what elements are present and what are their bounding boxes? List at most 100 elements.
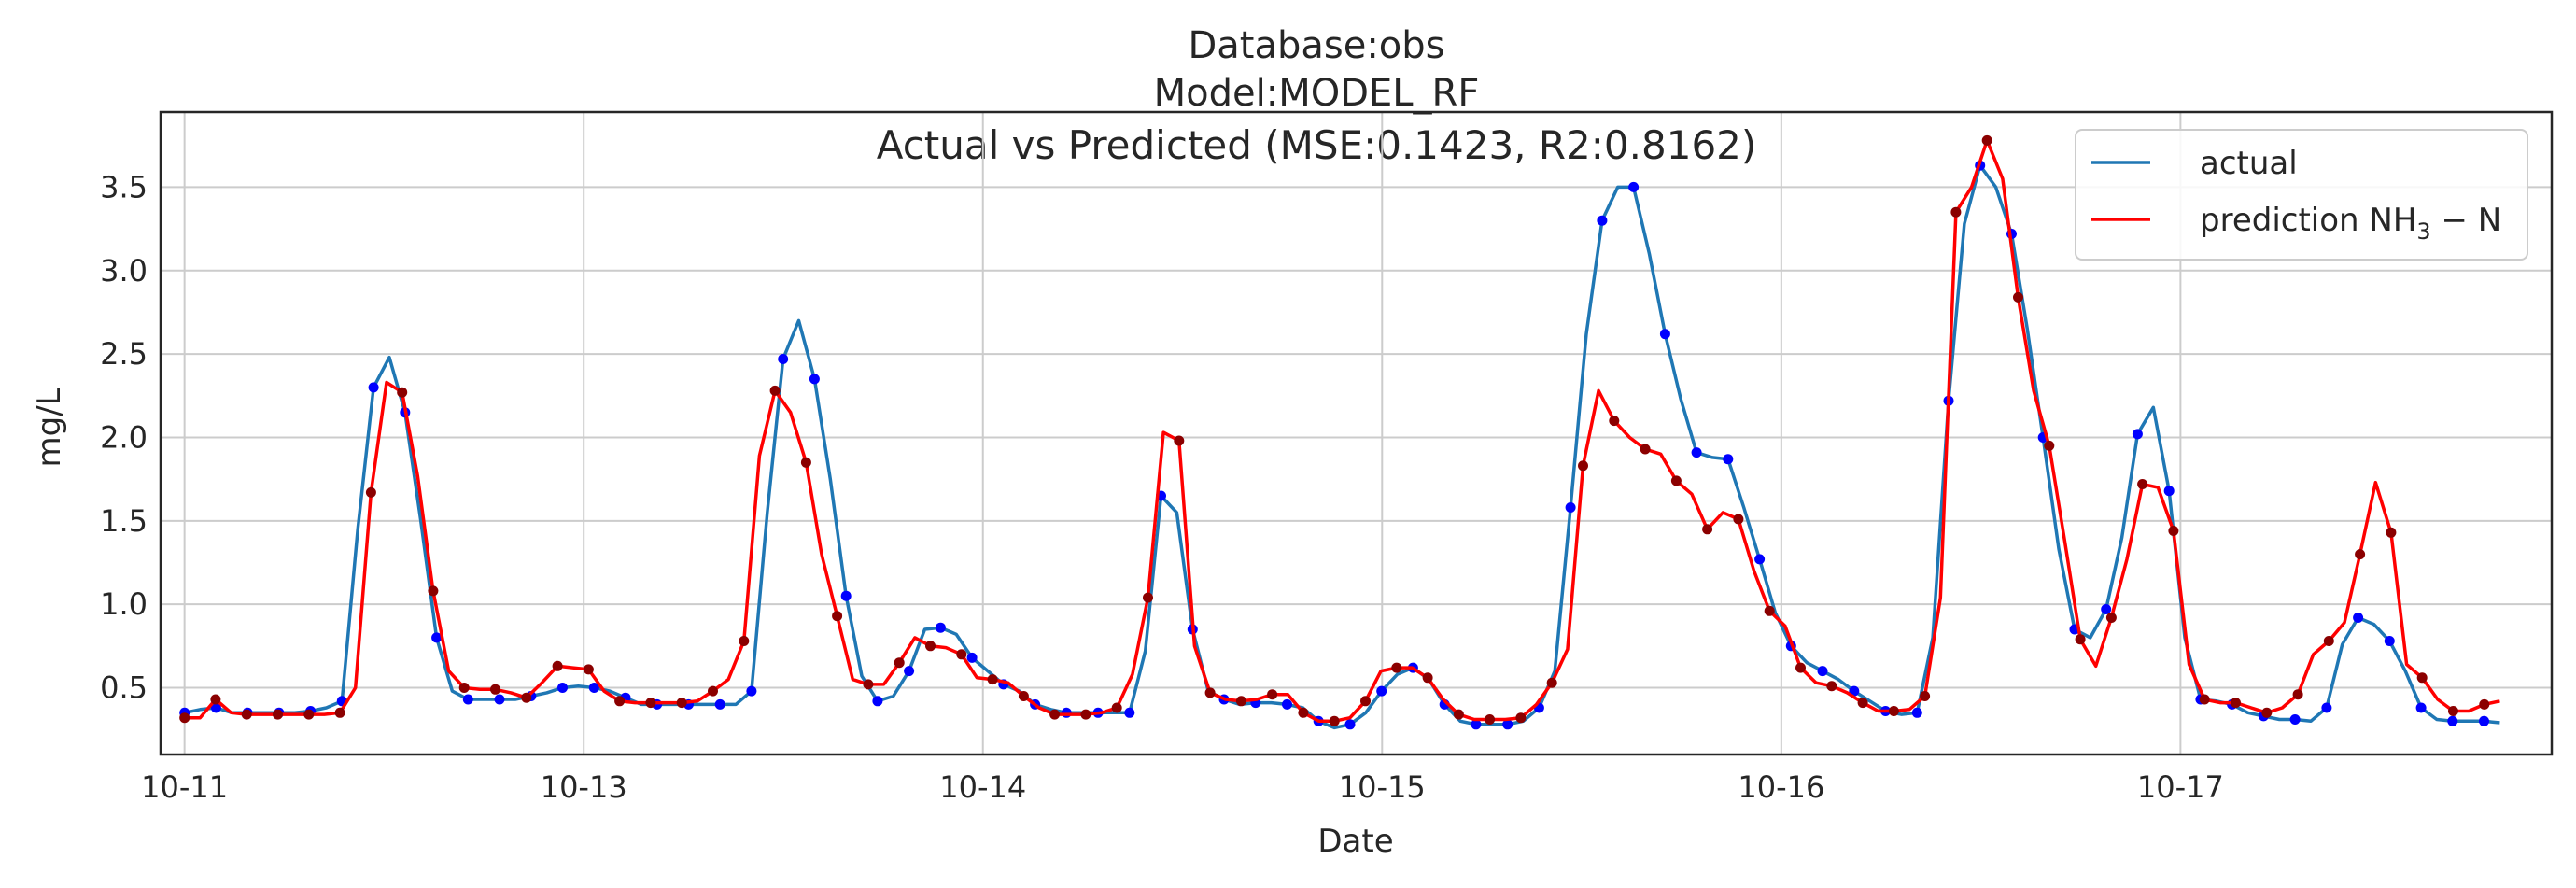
prediction-point [428, 585, 439, 597]
prediction-point [1546, 677, 1557, 688]
x-tick-label: 10-16 [1738, 769, 1824, 805]
actual-point [494, 694, 505, 705]
y-tick-label: 3.5 [100, 169, 148, 204]
prediction-point [365, 486, 376, 498]
prediction-point [1857, 698, 1868, 709]
actual-point [462, 694, 473, 705]
prediction-point [303, 709, 315, 720]
prediction-point [645, 698, 656, 709]
prediction-point [1453, 709, 1464, 720]
chart-title: Database:obs Model:MODEL_RF Actual vs Pr… [877, 24, 1757, 168]
prediction-point [1981, 134, 1992, 146]
actual-point [1911, 707, 1922, 718]
x-tick-label: 10-17 [2137, 769, 2224, 805]
actual-line [184, 163, 2500, 730]
actual-point [1691, 447, 1702, 458]
prediction-point [1018, 691, 1029, 701]
prediction-point [1578, 460, 1588, 472]
prediction-point [1609, 416, 1620, 427]
actual-point [2132, 429, 2143, 440]
y-tick-label: 0.5 [100, 670, 148, 706]
actual-point [2289, 714, 2301, 725]
actual-point [1817, 666, 1828, 677]
x-tick-label: 10-15 [1339, 769, 1426, 805]
prediction-point [1049, 709, 1061, 720]
prediction-point [2479, 698, 2490, 710]
prediction-point [894, 657, 905, 669]
prediction-point [2013, 291, 2023, 303]
prediction-point [1640, 444, 1651, 455]
actual-point [2163, 486, 2175, 497]
actual-point [431, 632, 443, 643]
actual-point [714, 698, 725, 710]
x-tick-label: 10-13 [541, 769, 627, 805]
prediction-point [1485, 714, 1496, 725]
actual-point [2353, 613, 2364, 623]
actual-point [778, 354, 789, 364]
prediction-point [1298, 707, 1309, 718]
prediction-point [925, 641, 936, 652]
actual-point [210, 702, 221, 713]
actual-point [966, 652, 978, 663]
prediction-point [987, 674, 998, 685]
prediction-point [863, 679, 874, 690]
actual-point [1597, 215, 1608, 226]
prediction-point [1360, 696, 1371, 707]
actual-point [1723, 454, 1734, 465]
prediction-point [552, 660, 563, 671]
prediction-point [273, 709, 283, 720]
y-tick-label: 1.5 [100, 503, 148, 539]
x-tick-label: 10-14 [939, 769, 1026, 805]
title-line-database: Database:obs [1188, 24, 1444, 67]
actual-point [904, 666, 915, 677]
prediction-point [1080, 709, 1091, 720]
prediction-point [676, 698, 687, 709]
prediction-point [1920, 691, 1931, 701]
actual-point [1124, 707, 1135, 718]
prediction-point [769, 385, 781, 396]
prediction-point [334, 707, 345, 718]
title-line-metrics: Actual vs Predicted (MSE:0.1423, R2:0.81… [877, 122, 1757, 168]
prediction-point [2355, 549, 2366, 560]
actual-point [746, 685, 757, 697]
actual-point [809, 374, 820, 385]
y-axis-ticks: 0.5 1.0 1.5 2.0 2.5 3.0 3.5 [100, 169, 148, 705]
y-tick-label: 2.5 [100, 336, 148, 372]
prediction-point [1422, 672, 1433, 684]
prediction-point [179, 712, 190, 724]
prediction-line [184, 138, 2500, 724]
prediction-point [1235, 696, 1246, 707]
legend: actual prediction NH3 − N [2075, 129, 2528, 261]
prediction-point [2261, 707, 2273, 718]
prediction-point [1391, 662, 1402, 673]
prediction-point [739, 636, 750, 646]
actual-point [1502, 719, 1513, 730]
actual-point [368, 382, 379, 393]
prediction-point [2044, 440, 2055, 451]
prediction-point [1111, 702, 1122, 713]
prediction-point [1515, 712, 1527, 724]
prediction-point [1143, 592, 1153, 603]
actual-point [935, 622, 946, 633]
prediction-point [490, 684, 500, 695]
prediction-point [2416, 672, 2428, 684]
actual-point [2447, 715, 2458, 726]
prediction-point [2137, 479, 2148, 489]
prediction-point [1795, 662, 1806, 673]
prediction-point [1174, 435, 1185, 446]
prediction-point [1670, 475, 1682, 486]
title-line-model: Model:MODEL_RF [1154, 72, 1480, 115]
prediction-point [241, 709, 252, 720]
prediction-point [1702, 524, 1713, 535]
prediction-point [397, 387, 408, 398]
prediction-point [1267, 689, 1278, 700]
prediction-point [2105, 613, 2117, 623]
prediction-point [1888, 706, 1899, 716]
y-tick-label: 3.0 [100, 253, 148, 289]
prediction-point [458, 683, 470, 693]
prediction-point [2075, 634, 2086, 645]
actual-point [2321, 702, 2332, 713]
legend-actual-label: actual [2200, 145, 2298, 182]
actual-point [1344, 719, 1356, 730]
prediction-point [2292, 689, 2303, 700]
